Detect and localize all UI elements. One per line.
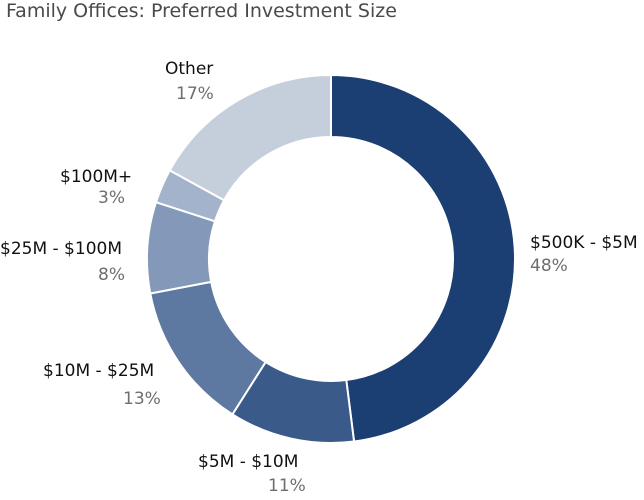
slice-percent-label: 48% <box>530 256 568 276</box>
slice-percent-label: 11% <box>268 476 306 496</box>
slice-labels: $500K - $5M 48% $5M - $10M 11% $10M - $25M 13… <box>0 59 638 496</box>
slice-label: $500K - $5M <box>530 233 638 253</box>
slice-label: $5M - $10M <box>198 452 298 472</box>
slice-percent-label: 8% <box>98 265 125 285</box>
slice-percent-label: 13% <box>123 389 161 409</box>
slice-label: $25M - $100M <box>0 239 122 259</box>
chart-title: Family Offices: Preferred Investment Siz… <box>6 0 397 22</box>
slice-percent-label: 17% <box>176 84 214 104</box>
donut-slice <box>330 73 516 443</box>
slice-percent-label: 3% <box>98 188 125 208</box>
donut-slice <box>168 73 332 202</box>
donut-slices <box>146 73 516 444</box>
slice-label: Other <box>165 59 213 79</box>
slice-label: $10M - $25M <box>43 361 154 381</box>
slice-label: $100M+ <box>60 167 132 187</box>
